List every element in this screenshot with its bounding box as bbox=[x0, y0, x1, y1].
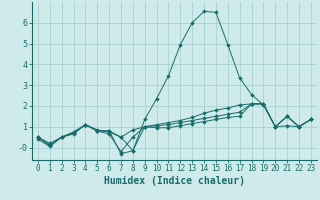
X-axis label: Humidex (Indice chaleur): Humidex (Indice chaleur) bbox=[104, 176, 245, 186]
